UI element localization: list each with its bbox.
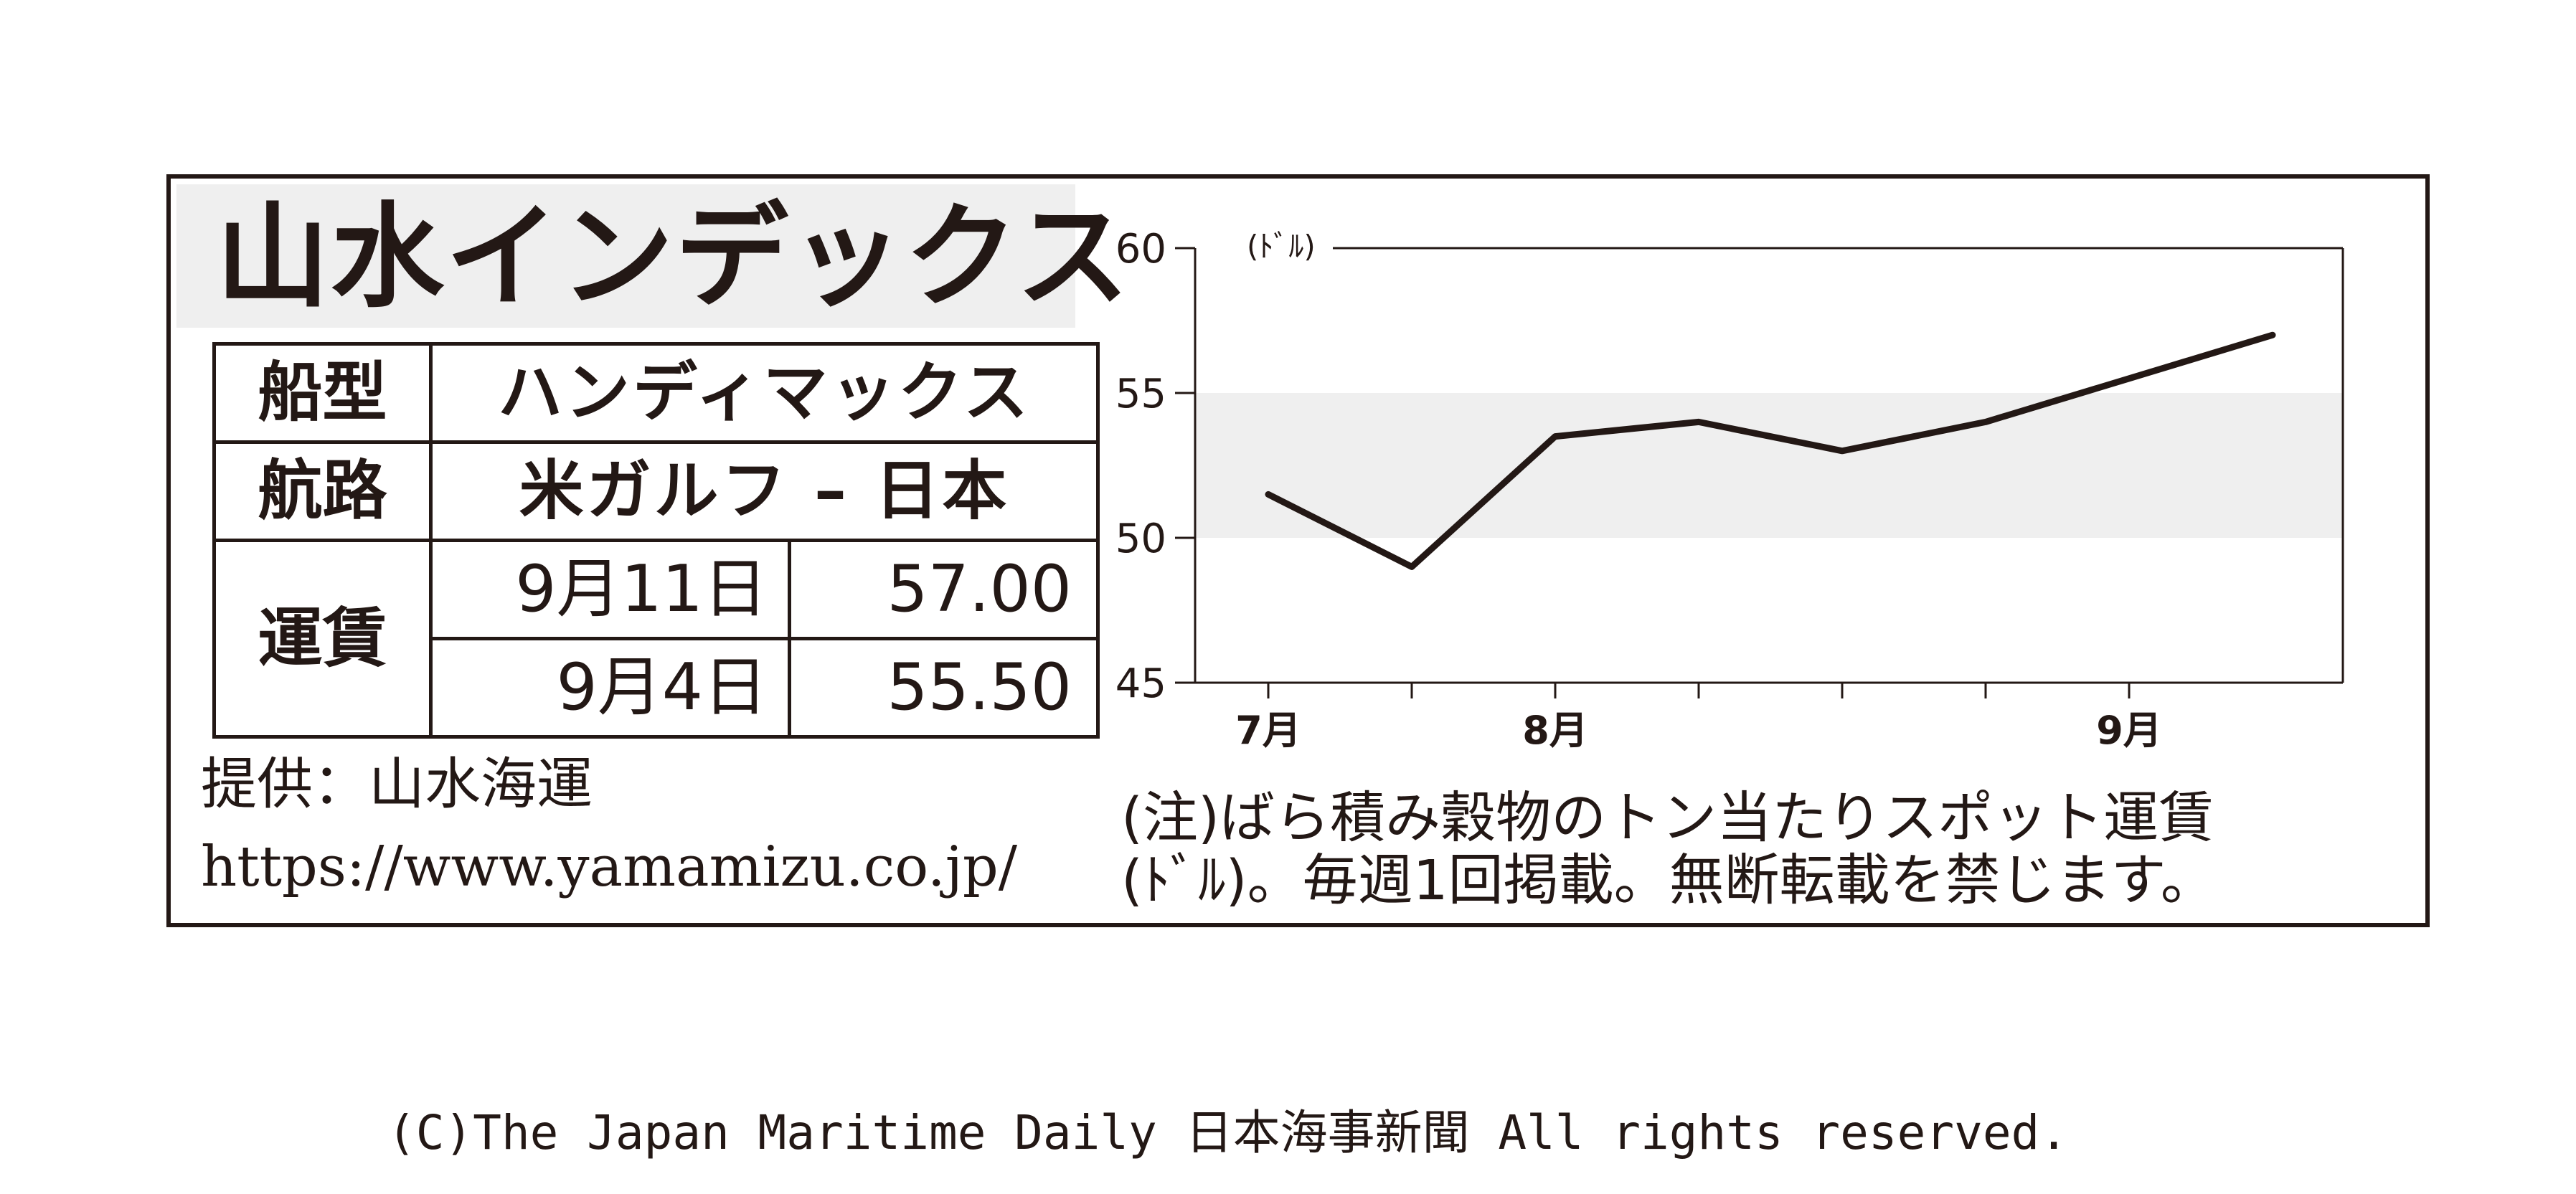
data-point-3 xyxy=(1696,419,1702,425)
rate-date-2: 9月4日 xyxy=(429,637,791,739)
data-point-5 xyxy=(1983,419,1988,425)
rate-line-chart: (ﾄﾞﾙ) 45 50 55 60 7月 8月 9月 xyxy=(1115,226,2344,753)
rate-value-2: 55.50 xyxy=(788,637,1100,739)
x-tick-label-2: 8月 xyxy=(1522,708,1588,753)
y-tick-label-45: 45 xyxy=(1115,660,1166,707)
x-tick-label-0: 7月 xyxy=(1235,708,1301,753)
rate-label: 運賃 xyxy=(212,539,433,739)
tick-layer xyxy=(1175,247,2131,698)
table-row-ship-type: 船型 ハンディマックス xyxy=(212,342,1100,444)
title-bar: 山水インデックス xyxy=(176,184,1129,328)
ship-type-label: 船型 xyxy=(212,342,433,444)
y-tick-label-60: 60 xyxy=(1115,226,1166,273)
data-point-0 xyxy=(1265,491,1271,498)
table-row-route: 航路 米ガルフ – 日本 xyxy=(212,440,1100,542)
index-panel: 山水インデックス 船型 ハンディマックス 航路 米ガルフ – 日本 運賃 9月1… xyxy=(166,174,2430,927)
tick-label-layer: (ﾄﾞﾙ) 45 50 55 60 7月 8月 9月 xyxy=(1115,226,2162,753)
rate-date-1: 9月11日 xyxy=(429,539,791,640)
y-tick-label-50: 50 xyxy=(1115,516,1166,562)
shaded-band-layer xyxy=(1195,393,2343,538)
rate-value-1: 57.00 xyxy=(788,539,1100,640)
data-point-4 xyxy=(1839,447,1845,454)
rate-table: 船型 ハンディマックス 航路 米ガルフ – 日本 運賃 9月11日 57.00 … xyxy=(212,342,1100,739)
route-label: 航路 xyxy=(212,440,433,542)
index-title: 山水インデックス xyxy=(216,191,1131,323)
table-row-rate-1: 運賃 9月11日 57.00 xyxy=(212,539,1100,739)
data-point-6 xyxy=(2126,375,2132,382)
source-provider: 提供：山水海運 xyxy=(201,752,593,817)
axis-layer xyxy=(1194,247,2344,684)
y-tick-label-55: 55 xyxy=(1115,371,1166,417)
data-point-1 xyxy=(1409,564,1415,570)
source-url[interactable]: https://www.yamamizu.co.jp/ xyxy=(201,835,1018,899)
shaded-band xyxy=(1195,393,2343,538)
table-row-rate-2: 9月4日 55.50 xyxy=(214,637,1100,739)
data-point-7 xyxy=(2270,332,2275,338)
rate-series-line xyxy=(1265,331,2276,570)
note-line-2: (ﾄﾞﾙ)。毎週1回掲載。無断転載を禁じます。 xyxy=(1121,849,2216,913)
data-point-2 xyxy=(1552,433,1558,440)
note-line-1: (注)ばら積み穀物のトン当たりスポット運賃 xyxy=(1121,787,2214,851)
ship-type-value: ハンディマックス xyxy=(429,342,1100,444)
series-layer xyxy=(1265,331,2276,570)
route-value: 米ガルフ – 日本 xyxy=(429,440,1100,542)
x-tick-label-6: 9月 xyxy=(2096,708,2162,753)
unit-label: (ﾄﾞﾙ) xyxy=(1247,229,1316,264)
copyright-notice: (C)The Japan Maritime Daily 日本海事新聞 All r… xyxy=(387,1105,2069,1160)
